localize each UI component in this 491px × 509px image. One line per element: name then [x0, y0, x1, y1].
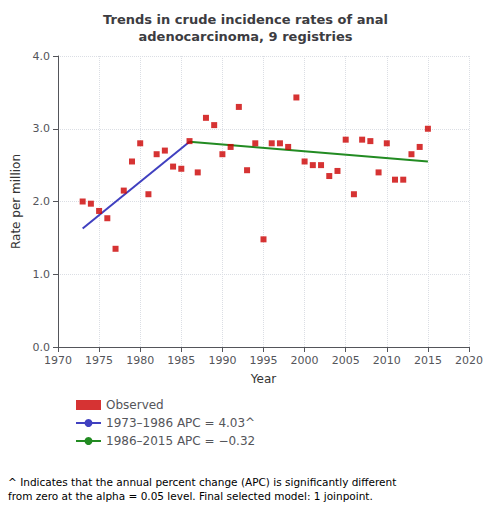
svg-text:from zero at the alpha = 0.05: from zero at the alpha = 0.05 level. Fin… — [8, 490, 373, 502]
svg-text:1986–2015 APC = −0.32: 1986–2015 APC = −0.32 — [106, 434, 255, 448]
svg-text:1990: 1990 — [208, 354, 236, 367]
svg-text:1985: 1985 — [167, 354, 195, 367]
svg-text:2005: 2005 — [332, 354, 360, 367]
svg-text:adenocarcinoma, 9 registries: adenocarcinoma, 9 registries — [138, 29, 352, 44]
svg-text:1975: 1975 — [85, 354, 113, 367]
svg-text:0.0: 0.0 — [33, 341, 51, 354]
svg-text:1.0: 1.0 — [33, 268, 51, 281]
svg-text:^ Indicates that the annual pe: ^ Indicates that the annual percent chan… — [8, 476, 396, 488]
svg-text:2010: 2010 — [373, 354, 401, 367]
svg-text:Observed: Observed — [106, 398, 164, 412]
svg-text:1970: 1970 — [44, 354, 72, 367]
svg-text:2015: 2015 — [414, 354, 442, 367]
svg-text:1995: 1995 — [250, 354, 278, 367]
svg-text:2020: 2020 — [455, 354, 483, 367]
svg-text:1980: 1980 — [126, 354, 154, 367]
svg-text:3.0: 3.0 — [33, 122, 51, 135]
svg-text:2000: 2000 — [291, 354, 319, 367]
svg-text:4.0: 4.0 — [33, 50, 51, 63]
svg-text:Year: Year — [250, 372, 276, 386]
svg-text:1973–1986 APC = 4.03^: 1973–1986 APC = 4.03^ — [106, 416, 255, 430]
svg-text:Trends in crude incidence rate: Trends in crude incidence rates of anal — [103, 12, 388, 27]
svg-text:Rate per million: Rate per million — [9, 154, 23, 249]
svg-text:2.0: 2.0 — [33, 195, 51, 208]
